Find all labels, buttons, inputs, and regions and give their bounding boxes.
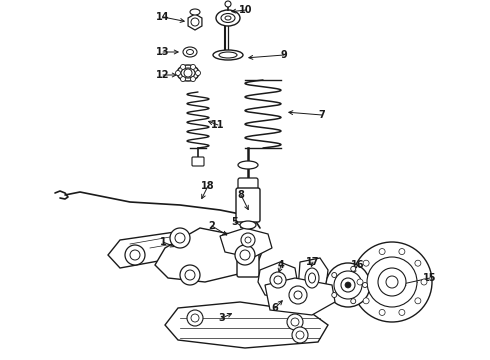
Circle shape bbox=[399, 310, 405, 315]
Circle shape bbox=[289, 286, 307, 304]
FancyBboxPatch shape bbox=[192, 157, 204, 166]
Ellipse shape bbox=[238, 161, 258, 169]
Polygon shape bbox=[220, 228, 272, 258]
Polygon shape bbox=[298, 258, 328, 300]
Circle shape bbox=[352, 242, 432, 322]
Circle shape bbox=[180, 265, 200, 285]
Polygon shape bbox=[265, 278, 335, 315]
Ellipse shape bbox=[309, 273, 316, 283]
Circle shape bbox=[175, 71, 180, 76]
Circle shape bbox=[345, 282, 351, 288]
Circle shape bbox=[187, 310, 203, 326]
Polygon shape bbox=[108, 232, 250, 272]
Text: 11: 11 bbox=[211, 120, 225, 130]
Text: 7: 7 bbox=[318, 110, 325, 120]
Text: 14: 14 bbox=[156, 12, 170, 22]
Text: 10: 10 bbox=[239, 5, 253, 15]
Circle shape bbox=[125, 245, 145, 265]
Circle shape bbox=[296, 331, 304, 339]
Polygon shape bbox=[258, 262, 298, 298]
Text: 16: 16 bbox=[351, 260, 365, 270]
Ellipse shape bbox=[305, 268, 319, 288]
Circle shape bbox=[341, 278, 355, 292]
Text: 15: 15 bbox=[423, 273, 437, 283]
Circle shape bbox=[240, 250, 250, 260]
Circle shape bbox=[180, 77, 186, 82]
Text: 17: 17 bbox=[306, 257, 320, 267]
Ellipse shape bbox=[240, 221, 256, 229]
Text: 3: 3 bbox=[219, 313, 225, 323]
Circle shape bbox=[170, 228, 190, 248]
Text: 8: 8 bbox=[238, 190, 245, 200]
FancyBboxPatch shape bbox=[237, 245, 259, 277]
Circle shape bbox=[292, 327, 308, 343]
Circle shape bbox=[363, 283, 368, 288]
Polygon shape bbox=[165, 302, 328, 348]
Circle shape bbox=[326, 263, 370, 307]
Circle shape bbox=[191, 77, 196, 82]
Circle shape bbox=[363, 260, 369, 266]
Text: 2: 2 bbox=[209, 221, 216, 231]
Text: 13: 13 bbox=[156, 47, 170, 57]
Circle shape bbox=[196, 71, 200, 76]
Circle shape bbox=[351, 299, 356, 304]
Ellipse shape bbox=[187, 49, 194, 54]
Text: 4: 4 bbox=[278, 260, 284, 270]
Polygon shape bbox=[155, 228, 262, 282]
Circle shape bbox=[241, 233, 255, 247]
Ellipse shape bbox=[219, 52, 237, 58]
Ellipse shape bbox=[213, 50, 243, 60]
Text: 6: 6 bbox=[271, 303, 278, 313]
Circle shape bbox=[191, 314, 199, 322]
Circle shape bbox=[332, 292, 337, 297]
Circle shape bbox=[185, 270, 195, 280]
Ellipse shape bbox=[177, 65, 199, 81]
Circle shape bbox=[175, 233, 185, 243]
Ellipse shape bbox=[221, 13, 235, 22]
Circle shape bbox=[191, 64, 196, 69]
Circle shape bbox=[287, 314, 303, 330]
Circle shape bbox=[332, 273, 337, 278]
Circle shape bbox=[180, 64, 186, 69]
Circle shape bbox=[379, 248, 385, 255]
Circle shape bbox=[367, 257, 417, 307]
Circle shape bbox=[225, 1, 231, 7]
Circle shape bbox=[421, 279, 427, 285]
Text: 18: 18 bbox=[201, 181, 215, 191]
Circle shape bbox=[386, 276, 398, 288]
Circle shape bbox=[294, 291, 302, 299]
Circle shape bbox=[191, 18, 199, 26]
Ellipse shape bbox=[183, 47, 197, 57]
Text: 9: 9 bbox=[281, 50, 287, 60]
FancyBboxPatch shape bbox=[236, 188, 260, 222]
Circle shape bbox=[184, 69, 192, 77]
Text: 12: 12 bbox=[156, 70, 170, 80]
Ellipse shape bbox=[225, 16, 231, 20]
Circle shape bbox=[415, 260, 421, 266]
Text: 5: 5 bbox=[232, 217, 238, 227]
Ellipse shape bbox=[216, 10, 240, 26]
Text: 1: 1 bbox=[160, 237, 167, 247]
Circle shape bbox=[334, 271, 362, 299]
Circle shape bbox=[363, 298, 369, 304]
Circle shape bbox=[291, 318, 299, 326]
Ellipse shape bbox=[181, 68, 195, 78]
Circle shape bbox=[357, 279, 363, 285]
Circle shape bbox=[379, 310, 385, 315]
Circle shape bbox=[399, 248, 405, 255]
Circle shape bbox=[378, 268, 406, 296]
Circle shape bbox=[415, 298, 421, 304]
Polygon shape bbox=[188, 14, 202, 30]
Circle shape bbox=[274, 276, 282, 284]
FancyBboxPatch shape bbox=[238, 178, 258, 202]
Circle shape bbox=[270, 272, 286, 288]
Circle shape bbox=[235, 245, 255, 265]
Circle shape bbox=[245, 237, 251, 243]
Circle shape bbox=[130, 250, 140, 260]
Circle shape bbox=[351, 266, 356, 271]
Ellipse shape bbox=[190, 9, 200, 15]
